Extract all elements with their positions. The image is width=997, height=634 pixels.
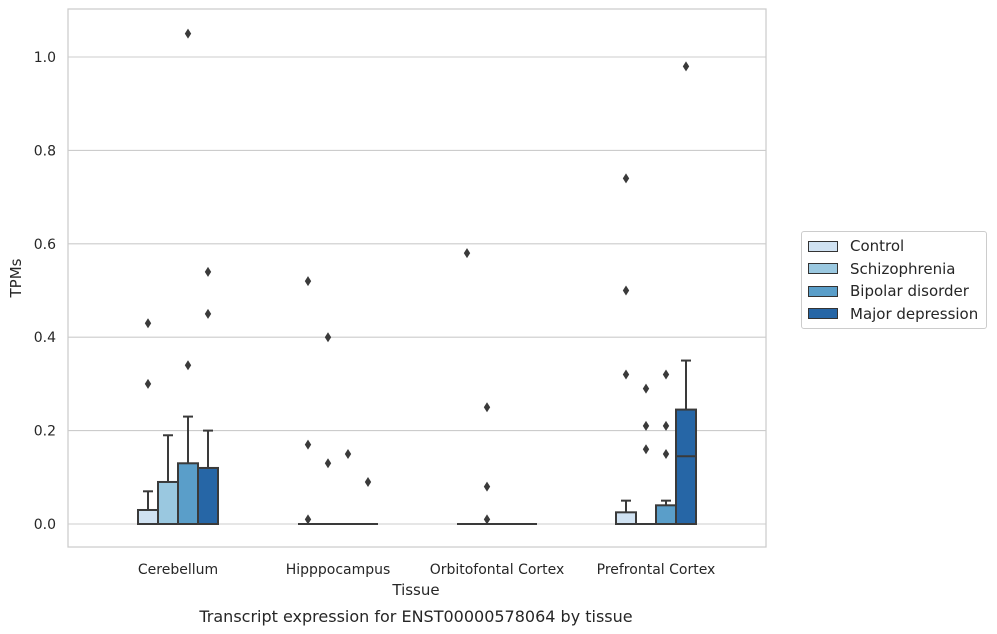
x-axis-label: Tissue: [391, 581, 439, 599]
box-bipolar-disorder-hipppocampus: [338, 448, 358, 525]
outlier-point: [304, 514, 312, 525]
y-axis-label: TPMs: [7, 258, 25, 298]
box-iqr: [655, 504, 677, 526]
outlier-point: [344, 448, 352, 459]
legend-swatch: [808, 308, 838, 320]
box-iqr: [137, 508, 159, 525]
legend-swatch: [808, 240, 838, 252]
outlier-point: [204, 266, 212, 277]
outlier-point: [304, 276, 312, 287]
legend-item-control: Control: [808, 235, 986, 258]
outlier-point: [662, 420, 670, 431]
x-tick-label: Prefrontal Cortex: [597, 562, 716, 578]
box-schizophrenia-prefrontal-cortex: [636, 383, 656, 525]
outlier-point: [324, 458, 332, 469]
box-layer: [137, 28, 697, 526]
outlier-point: [324, 332, 332, 343]
outlier-point: [622, 285, 630, 296]
outlier-point: [184, 28, 192, 39]
legend-label: Control: [850, 237, 905, 256]
outlier-point: [304, 439, 312, 450]
legend-item-bipolar-disorder: Bipolar disorder: [808, 280, 986, 303]
legend-label: Bipolar disorder: [850, 282, 969, 301]
y-tick-label: 0.6: [34, 237, 56, 253]
x-tick-label: Hipppocampus: [286, 562, 391, 578]
box-iqr: [675, 408, 697, 525]
outlier-point: [204, 308, 212, 319]
outlier-point: [642, 420, 650, 431]
box-schizophrenia-cerebellum: [157, 434, 179, 525]
box-major-depression-hipppocampus: [358, 476, 378, 525]
outlier-point: [642, 383, 650, 394]
box-iqr: [177, 462, 199, 526]
box-major-depression-cerebellum: [197, 266, 219, 525]
outlier-point: [662, 448, 670, 459]
box-iqr: [157, 480, 179, 525]
outlier-point: [364, 476, 372, 487]
outlier-point: [144, 378, 152, 389]
box-control-orbitofontal-cortex: [457, 248, 477, 525]
outlier-point: [184, 360, 192, 371]
y-tick-labels: 0.0 0.2 0.4 0.6 0.8 1.0: [34, 50, 56, 533]
outlier-point: [682, 61, 690, 72]
outlier-point: [144, 318, 152, 329]
legend-label: Major depression: [850, 304, 979, 323]
x-tick-labels: Cerebellum Hipppocampus Orbitofontal Corte…: [138, 562, 715, 578]
box-major-depression-prefrontal-cortex: [675, 61, 697, 525]
box-iqr: [197, 466, 219, 525]
box-control-prefrontal-cortex: [615, 173, 637, 526]
y-tick-label: 0.4: [34, 330, 56, 346]
plot-area: [68, 9, 766, 547]
outlier-point: [483, 402, 491, 413]
outlier-point: [463, 248, 471, 259]
outlier-point: [483, 481, 491, 492]
y-tick-label: 1.0: [34, 50, 56, 66]
outlier-point: [642, 444, 650, 455]
y-tick-label: 0.2: [34, 424, 56, 440]
x-tick-label: Cerebellum: [138, 562, 218, 578]
box-control-cerebellum: [137, 318, 159, 525]
legend-swatch: [808, 263, 838, 275]
outlier-point: [622, 173, 630, 184]
legend-label: Schizophrenia: [850, 259, 956, 278]
legend-item-schizophrenia: Schizophrenia: [808, 258, 986, 281]
outlier-point: [622, 369, 630, 380]
plot-frame: [67, 8, 767, 548]
box-control-hipppocampus: [298, 276, 318, 525]
legend: Control Schizophrenia Bipolar disorder Majo…: [801, 231, 987, 329]
box-schizophrenia-hipppocampus: [318, 332, 338, 525]
box-iqr: [615, 511, 637, 526]
outlier-point: [662, 369, 670, 380]
outlier-point: [483, 514, 491, 525]
box-schizophrenia-orbitofontal-cortex: [477, 402, 497, 525]
y-tick-label: 0.0: [34, 517, 56, 533]
y-tick-label: 0.8: [34, 143, 56, 159]
legend-swatch: [808, 285, 838, 297]
legend-item-major-depression: Major depression: [808, 303, 986, 326]
chart-caption: Transcript expression for ENST0000057806…: [198, 607, 632, 626]
x-tick-label: Orbitofontal Cortex: [430, 562, 565, 578]
